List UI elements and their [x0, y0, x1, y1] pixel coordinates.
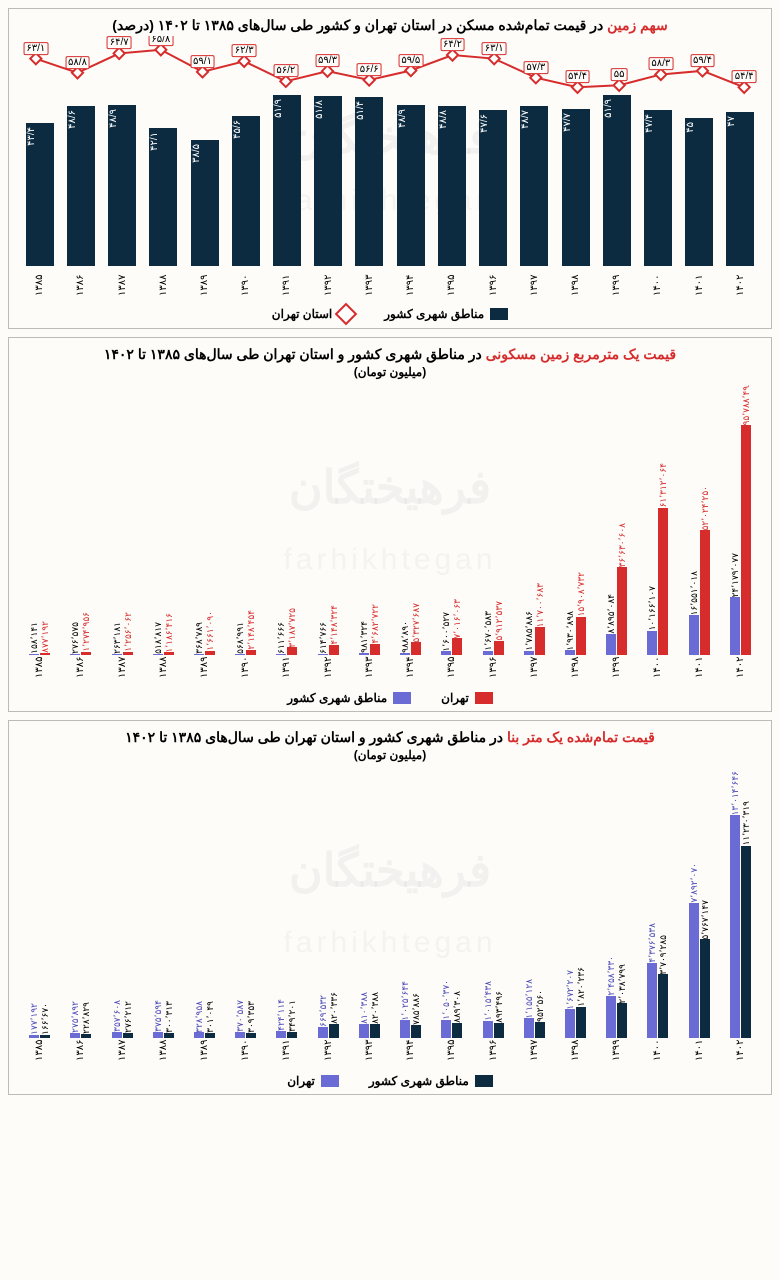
legend-line: استان تهران	[272, 306, 354, 322]
chart3-xaxis: ۱۳۸۵۱۳۸۶۱۳۸۷۱۳۸۸۱۳۸۹۱۳۹۰۱۳۹۱۱۳۹۲۱۳۹۳۱۳۹۴…	[15, 1040, 765, 1070]
chart2-area: ۸۷۷٬۱۹۲۱۵۸٬۱۴۱۱٬۲۷۴٬۹۵۶۲۷۶٬۵۷۵۱٬۲۵۶٬۰۶۲۲…	[15, 385, 765, 655]
chart2-xaxis: ۱۳۸۵۱۳۸۶۱۳۸۷۱۳۸۸۱۳۸۹۱۳۹۰۱۳۹۱۱۳۹۲۱۳۹۳۱۳۹۴…	[15, 657, 765, 687]
chart1-title-rest: در قیمت تمام‌شده مسکن در استان تهران و ک…	[112, 17, 607, 33]
chart2-bars: ۸۷۷٬۱۹۲۱۵۸٬۱۴۱۱٬۲۷۴٬۹۵۶۲۷۶٬۵۷۵۱٬۲۵۶٬۰۶۲۲…	[15, 385, 765, 655]
chart3-panel: قیمت تمام‌شده یک متر بنا در مناطق شهری ک…	[8, 720, 772, 1095]
chart2-legend: تهران مناطق شهری کشور	[15, 691, 765, 705]
chart1-legend: مناطق شهری کشور استان تهران	[15, 306, 765, 322]
chart2-subtitle: (میلیون تومان)	[15, 365, 765, 379]
chart3-title: قیمت تمام‌شده یک متر بنا در مناطق شهری ک…	[15, 729, 765, 746]
legend-b: تهران	[287, 1074, 339, 1088]
chart1-xaxis: ۱۳۸۵۱۳۸۶۱۳۸۷۱۳۸۸۱۳۸۹۱۳۹۰۱۳۹۱۱۳۹۲۱۳۹۳۱۳۹۴…	[15, 268, 765, 302]
chart1-title-hl: سهم زمین	[607, 17, 668, 33]
chart3-bars: ۱۶۶٬۶۷۰۱۷۷٬۱۹۲۲۲۸٬۸۲۹۲۷۵٬۸۹۲۲۷۶٬۲۱۲۳۵۷٬۶…	[15, 768, 765, 1038]
chart1-title: سهم زمین در قیمت تمام‌شده مسکن در استان …	[15, 17, 765, 34]
legend-bars: مناطق شهری کشور	[384, 306, 508, 322]
legend-a: مناطق شهری کشور	[369, 1074, 493, 1088]
chart1-panel: سهم زمین در قیمت تمام‌شده مسکن در استان …	[8, 8, 772, 329]
chart1-area: ۴۳/۴۴۸/۶۴۸/۹۴۲/۱۳۸/۵۴۵/۶۵۱/۹۵۱/۸۵۱/۴۴۸/۹…	[15, 36, 765, 266]
chart3-area: ۱۶۶٬۶۷۰۱۷۷٬۱۹۲۲۲۸٬۸۲۹۲۷۵٬۸۹۲۲۷۶٬۲۱۲۳۵۷٬۶…	[15, 768, 765, 1038]
legend-a: تهران	[441, 691, 493, 705]
chart3-subtitle: (میلیون تومان)	[15, 748, 765, 762]
legend-b: مناطق شهری کشور	[287, 691, 411, 705]
chart3-legend: مناطق شهری کشور تهران	[15, 1074, 765, 1088]
chart2-panel: قیمت یک مترمربع زمین مسکونی در مناطق شهر…	[8, 337, 772, 712]
chart2-title: قیمت یک مترمربع زمین مسکونی در مناطق شهر…	[15, 346, 765, 363]
